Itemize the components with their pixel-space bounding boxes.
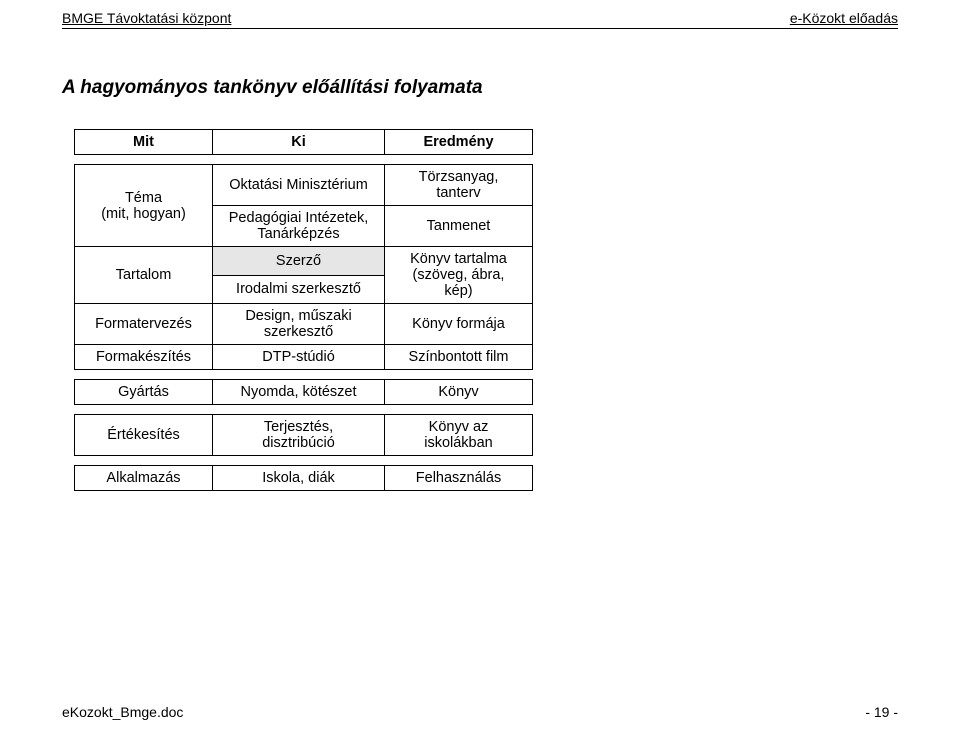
cell-torzsanyag: Törzsanyag, tanterv <box>385 165 533 206</box>
table-row: Formatervezés Design, műszaki szerkesztő… <box>75 304 533 345</box>
cell-ped-int: Pedagógiai Intézetek, Tanárképzés <box>213 206 385 247</box>
cell-tartalom: Tartalom <box>75 247 213 304</box>
spacer <box>75 405 533 415</box>
table-row: Tartalom Szerző Könyv tartalma (szöveg, … <box>75 247 533 276</box>
cell-formakeszites: Formakészítés <box>75 345 213 370</box>
cell-tanmenet: Tanmenet <box>385 206 533 247</box>
spacer <box>75 456 533 466</box>
cell-dtp: DTP-stúdió <box>213 345 385 370</box>
cell-tema: Téma (mit, hogyan) <box>75 165 213 247</box>
cell-ertekesites: Értékesítés <box>75 415 213 456</box>
cell-design: Design, műszaki szerkesztő <box>213 304 385 345</box>
header-right: e-Közokt előadás <box>790 10 898 26</box>
cell-konyv-tartalma: Könyv tartalma (szöveg, ábra, kép) <box>385 247 533 304</box>
cell-szinbontott: Színbontott film <box>385 345 533 370</box>
spacer <box>75 155 533 165</box>
cell-gyartas: Gyártás <box>75 380 213 405</box>
table-row: Értékesítés Terjesztés, disztribúció Kön… <box>75 415 533 456</box>
cell-szerzo: Szerző <box>213 247 385 276</box>
cell-konyv-formaja: Könyv formája <box>385 304 533 345</box>
header-left: BMGE Távoktatási központ <box>62 10 231 26</box>
cell-iskola-diak: Iskola, diák <box>213 466 385 491</box>
process-table: Mit Ki Eredmény Téma (mit, hogyan) Oktat… <box>74 129 533 491</box>
cell-alkalmazas: Alkalmazás <box>75 466 213 491</box>
table-row: Gyártás Nyomda, kötészet Könyv <box>75 380 533 405</box>
page-title: A hagyományos tankönyv előállítási folya… <box>62 77 898 99</box>
cell-konyv: Könyv <box>385 380 533 405</box>
cell-irodalmi: Irodalmi szerkesztő <box>213 275 385 304</box>
th-ki: Ki <box>213 130 385 155</box>
cell-felhasznalas: Felhasználás <box>385 466 533 491</box>
table-row: Alkalmazás Iskola, diák Felhasználás <box>75 466 533 491</box>
header-rule <box>62 28 898 29</box>
cell-konyv-iskolakban: Könyv az iskolákban <box>385 415 533 456</box>
table-header-row: Mit Ki Eredmény <box>75 130 533 155</box>
footer: eKozokt_Bmge.doc - 19 - <box>62 704 898 720</box>
table-row: Téma (mit, hogyan) Oktatási Minisztérium… <box>75 165 533 206</box>
header-row: BMGE Távoktatási központ e-Közokt előadá… <box>62 0 898 28</box>
th-mit: Mit <box>75 130 213 155</box>
cell-okt-min: Oktatási Minisztérium <box>213 165 385 206</box>
footer-pagenum: - 19 - <box>865 704 898 720</box>
cell-nyomda: Nyomda, kötészet <box>213 380 385 405</box>
th-eredmeny: Eredmény <box>385 130 533 155</box>
footer-filename: eKozokt_Bmge.doc <box>62 704 183 720</box>
cell-terjesztes: Terjesztés, disztribúció <box>213 415 385 456</box>
table-row: Formakészítés DTP-stúdió Színbontott fil… <box>75 345 533 370</box>
cell-formatervezes: Formatervezés <box>75 304 213 345</box>
spacer <box>75 370 533 380</box>
page: BMGE Távoktatási központ e-Közokt előadá… <box>0 0 960 740</box>
